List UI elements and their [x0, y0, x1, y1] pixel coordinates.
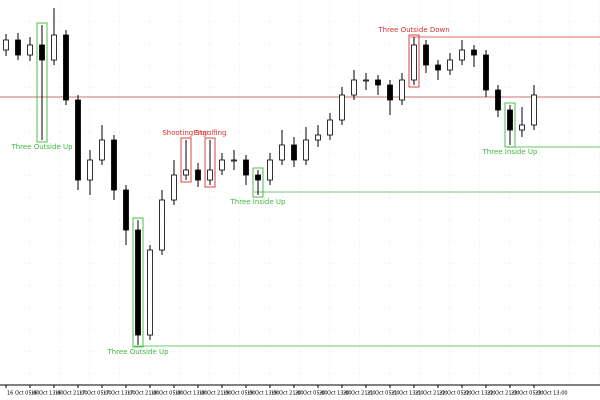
candle-body [159, 199, 165, 251]
candle-body [387, 84, 393, 101]
candle-body [267, 159, 273, 181]
pattern-box [132, 217, 144, 348]
candle-body [423, 44, 429, 66]
pattern-label: Three Inside Up [230, 198, 286, 206]
pattern-label: Engulfing [194, 129, 227, 137]
candle-body [27, 44, 33, 56]
candle-body [111, 139, 117, 191]
x-tick-label: 22 Oct 13:00 [463, 391, 496, 397]
x-tick-label: 19 Oct 13:00 [247, 391, 280, 397]
x-tick-label: 20 Oct 21:00 [343, 391, 376, 397]
x-tick-label: 19 Oct 05:00 [223, 391, 256, 397]
candle-body [375, 79, 381, 86]
candle-body [87, 159, 93, 181]
candle-body [411, 44, 417, 81]
candle-body [471, 49, 477, 56]
candle-body [303, 139, 309, 161]
candle-body [171, 174, 177, 201]
candle-body [195, 169, 201, 181]
candle-body [99, 139, 105, 161]
candle-body [531, 94, 537, 126]
candle-body [447, 59, 453, 71]
pattern-box [252, 167, 264, 198]
candle-body [315, 134, 321, 141]
x-tick-label: 20 Oct 05:00 [295, 391, 328, 397]
x-tick-label: 19 Oct 21:00 [271, 391, 304, 397]
pattern-label: Three Outside Down [377, 26, 449, 34]
x-tick-label: 23 Oct 05:00 [511, 391, 544, 397]
candle-body [219, 159, 225, 171]
pattern-box [36, 22, 48, 143]
candle-body [507, 109, 513, 131]
candle-body [255, 174, 261, 181]
x-tick-label: 21 Oct 05:00 [367, 391, 400, 397]
x-tick-label: 18 Oct 13:00 [175, 391, 208, 397]
candle-body [279, 144, 285, 161]
pattern-label: Three Inside Up [482, 148, 538, 156]
candle-body [135, 229, 141, 336]
candle-body [207, 169, 213, 181]
x-tick-label: 23 Oct 13:00 [535, 391, 568, 397]
x-tick-label: 17 Oct 13:00 [103, 391, 136, 397]
candle-body [75, 99, 81, 181]
candle-body [15, 39, 21, 56]
candle-body [339, 94, 345, 121]
candle-body [183, 169, 189, 176]
candle-body [147, 249, 153, 336]
x-tick-label: 22 Oct 21:00 [487, 391, 520, 397]
candle-body [3, 39, 9, 51]
pattern-box [408, 34, 420, 88]
x-tick-label: 22 Oct 05:00 [439, 391, 472, 397]
candle-body [519, 124, 525, 131]
x-tick-label: 16 Oct 05:00 [7, 391, 40, 397]
pattern-box [180, 137, 192, 183]
candle-body [243, 159, 249, 176]
candle-body [363, 79, 369, 82]
x-tick-label: 17 Oct 21:00 [127, 391, 160, 397]
candle-body [399, 79, 405, 101]
pattern-label: Three Outside Up [106, 348, 169, 356]
candle-body [63, 34, 69, 101]
x-tick-label: 21 Oct 21:00 [415, 391, 448, 397]
candle-body [495, 89, 501, 111]
pattern-label: Three Outside Up [10, 143, 73, 151]
x-tick-label: 16 Oct 13:00 [31, 391, 64, 397]
x-tick-label: 18 Oct 05:00 [151, 391, 184, 397]
candle-body [435, 64, 441, 71]
pattern-box [504, 102, 516, 148]
candle-body [459, 49, 465, 61]
grid [0, 0, 600, 385]
x-tick-label: 16 Oct 21:00 [55, 391, 88, 397]
x-tick-label: 21 Oct 13:00 [391, 391, 424, 397]
x-tick-label: 18 Oct 21:00 [199, 391, 232, 397]
x-tick-label: 20 Oct 13:00 [319, 391, 352, 397]
candle-body [327, 119, 333, 136]
pattern-label: Shooting Star [162, 129, 210, 137]
x-tick-label: 17 Oct 05:00 [79, 391, 112, 397]
candle-body [231, 159, 237, 162]
candle-body [123, 189, 129, 231]
candle-body [39, 44, 45, 61]
candle-body [483, 54, 489, 91]
candle-body [291, 144, 297, 161]
pattern-box [204, 137, 216, 188]
candle-body [51, 34, 57, 61]
candle-body [351, 79, 357, 96]
